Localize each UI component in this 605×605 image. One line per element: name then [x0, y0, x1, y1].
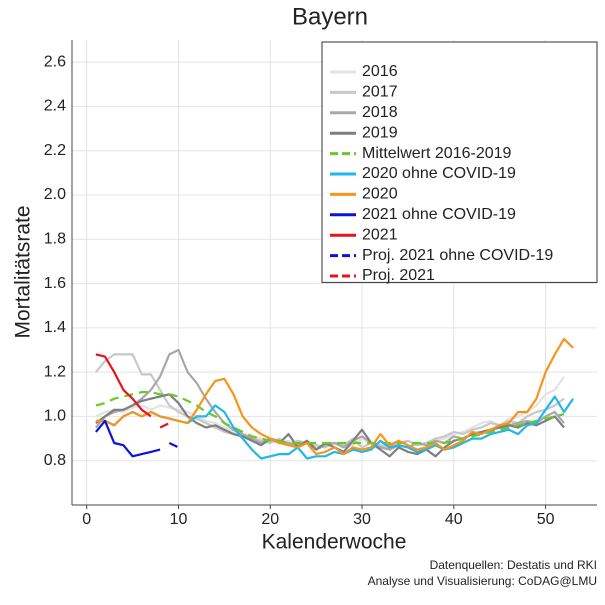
- x-tick-label: 20: [261, 511, 279, 528]
- series-line: [95, 337, 574, 456]
- legend-label: 2020: [362, 186, 398, 203]
- x-tick-label: 50: [537, 511, 555, 528]
- y-tick-label: 2.0: [44, 186, 66, 203]
- series-line: [168, 442, 179, 449]
- x-tick-label: 30: [353, 511, 371, 528]
- legend-label: 2020 ohne COVID-19: [362, 165, 516, 182]
- chart-title: Bayern: [292, 3, 368, 30]
- y-tick-label: 1.4: [44, 319, 66, 336]
- legend-label: 2019: [362, 124, 398, 141]
- legend-label: 2021: [362, 226, 398, 243]
- x-axis-label: Kalenderwoche: [262, 531, 407, 554]
- y-tick-label: 2.4: [44, 98, 66, 115]
- y-tick-label: 2.6: [44, 53, 66, 70]
- legend-label: Mittelwert 2016-2019: [362, 145, 512, 162]
- series-line: [159, 422, 170, 429]
- y-axis-label: Mortalitätsrate: [12, 205, 35, 338]
- y-tick-label: 1.6: [44, 275, 66, 292]
- legend-label: 2016: [362, 63, 398, 80]
- legend-label: 2018: [362, 104, 398, 121]
- legend-label: 2017: [362, 84, 398, 101]
- y-tick-label: 0.8: [44, 452, 66, 469]
- y-tick-label: 1.8: [44, 231, 66, 248]
- legend-label: 2021 ohne COVID-19: [362, 206, 516, 223]
- series-line: [95, 419, 161, 458]
- caption: Analyse und Visualisierung: CoDAG@LMU: [368, 574, 597, 588]
- x-tick-label: 10: [170, 511, 188, 528]
- legend-box: [321, 41, 598, 283]
- y-tick-label: 1.0: [44, 408, 66, 425]
- series-line: [95, 353, 152, 418]
- x-tick-label: 40: [445, 511, 463, 528]
- legend-label: Proj. 2021 ohne COVID-19: [362, 247, 553, 264]
- y-tick-label: 1.2: [44, 363, 66, 380]
- legend-label: Proj. 2021: [362, 267, 435, 284]
- series-line: [95, 375, 565, 449]
- y-tick-label: 2.2: [44, 142, 66, 159]
- caption: Datenquellen: Destatis und RKI: [430, 558, 597, 572]
- x-tick-label: 0: [82, 511, 91, 528]
